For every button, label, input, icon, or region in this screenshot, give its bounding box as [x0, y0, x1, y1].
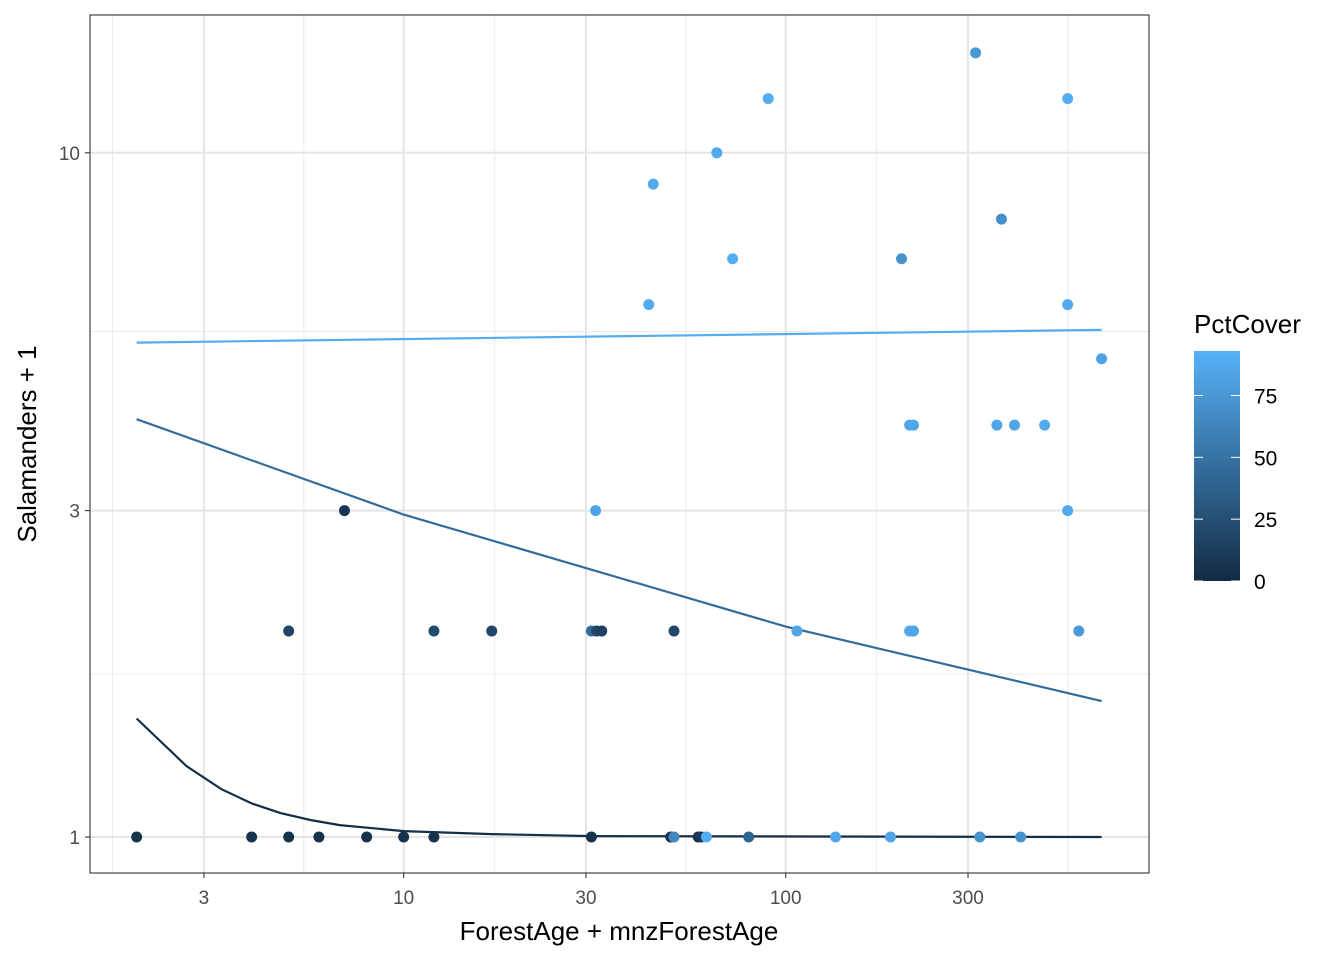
y-tick-label: 10 [59, 144, 80, 165]
y-axis-label: Salamanders + 1 [12, 345, 42, 542]
data-point [428, 831, 440, 843]
data-point [1039, 419, 1051, 431]
data-point [313, 831, 325, 843]
x-tick-label: 3 [199, 888, 210, 909]
data-point [1062, 93, 1074, 105]
data-point [1015, 831, 1027, 843]
legend-title: PctCover [1194, 309, 1301, 339]
data-point [361, 831, 373, 843]
colorbar [1194, 351, 1240, 581]
data-point [830, 831, 842, 843]
colorbar-tick-label: 75 [1254, 386, 1277, 409]
data-point [246, 831, 258, 843]
plot-panel [90, 15, 1149, 873]
data-point [596, 625, 608, 637]
data-point [711, 147, 723, 159]
x-tick-label: 10 [393, 888, 414, 909]
fit-lines [135, 328, 1102, 839]
data-point [590, 505, 602, 517]
data-point [643, 299, 655, 311]
y-axis-ticks: 1 3 10 [59, 144, 90, 849]
colorbar-tick-label: 0 [1254, 571, 1266, 594]
fit-line-high [136, 328, 1102, 344]
data-point [991, 419, 1003, 431]
minor-gridlines [90, 15, 1149, 873]
fit-line-mid [136, 418, 1102, 703]
data-point [668, 625, 680, 637]
data-point [398, 831, 410, 843]
data-point [1062, 299, 1074, 311]
data-point [908, 625, 920, 637]
y-tick-label: 3 [69, 502, 80, 523]
data-point [647, 178, 659, 190]
data-point [908, 419, 920, 431]
data-point [131, 831, 143, 843]
data-point [743, 831, 755, 843]
legend: PctCover 0 25 50 75 [1194, 309, 1301, 594]
data-point [762, 93, 774, 105]
colorbar-tick-label: 50 [1254, 447, 1277, 470]
data-point [428, 625, 440, 637]
x-axis-ticks: 3 10 30 100 300 [199, 873, 984, 909]
data-point [970, 47, 982, 59]
fit-line-low [135, 717, 1102, 839]
data-point [486, 625, 498, 637]
x-axis-label: ForestAge + mnzForestAge [460, 916, 779, 946]
x-tick-label: 300 [952, 888, 984, 909]
data-point [884, 831, 896, 843]
data-point [1073, 625, 1085, 637]
data-point [1062, 505, 1074, 517]
data-point [1096, 353, 1108, 365]
data-point [791, 625, 803, 637]
data-point [700, 831, 712, 843]
data-point [585, 831, 597, 843]
x-tick-label: 30 [575, 888, 596, 909]
x-tick-label: 100 [770, 888, 802, 909]
data-point [668, 831, 680, 843]
data-point [974, 831, 986, 843]
data-point [727, 253, 739, 265]
y-tick-label: 1 [69, 828, 80, 849]
colorbar-tick-label: 25 [1254, 509, 1277, 532]
data-point [283, 831, 295, 843]
data-point [995, 213, 1007, 225]
panel-border [89, 14, 1150, 874]
data-point [896, 253, 908, 265]
data-points [131, 47, 1108, 843]
data-point [338, 505, 350, 517]
data-point [1008, 419, 1020, 431]
data-point [283, 625, 295, 637]
